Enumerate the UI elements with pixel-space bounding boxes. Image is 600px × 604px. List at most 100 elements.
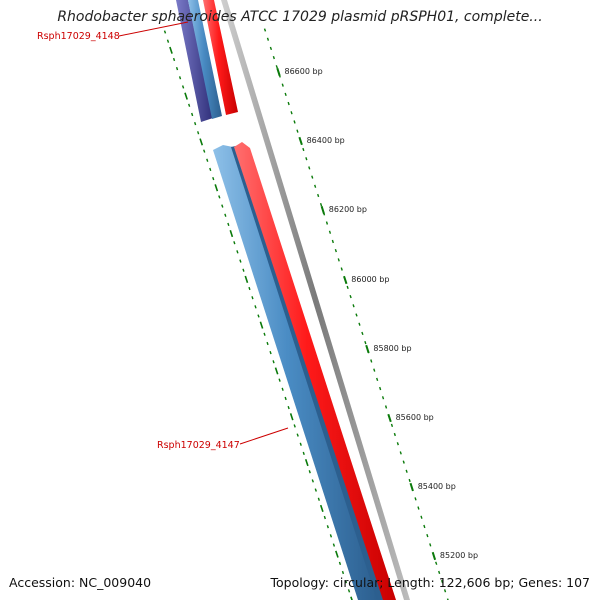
ruler-tick-outer — [390, 423, 394, 428]
ruler-tick-inner — [191, 112, 194, 117]
ruler-tick-outer — [305, 157, 308, 161]
ruler-tick-inner — [229, 229, 234, 238]
ruler-tick-outer — [443, 589, 447, 593]
ruler-tick-outer — [296, 129, 299, 133]
ruler-tick-inner — [178, 76, 182, 80]
ruler-tick-outer — [408, 478, 411, 483]
ruler-tick-inner — [197, 131, 200, 135]
ruler-tick-inner — [335, 550, 339, 558]
ruler-tick-outer — [393, 432, 396, 437]
map-title: Rhodobacter sphaeroides ATCC 17029 plasm… — [57, 9, 543, 25]
ruler-tick-outer — [373, 368, 376, 372]
ruler-tick-outer — [370, 359, 373, 363]
ruler-tick-outer — [328, 230, 332, 234]
ruler-tick-inner — [209, 167, 212, 172]
ruler-tick-inner — [248, 286, 251, 291]
ruler-tick-inner — [206, 158, 209, 162]
ruler-tick-inner — [194, 121, 197, 126]
ruler-tick-outer — [269, 46, 273, 51]
ruler-tick-outer — [337, 258, 340, 262]
ruler-tick-inner — [239, 259, 242, 263]
ruler-tick-outer — [414, 497, 417, 501]
label-leader-4148 — [118, 21, 189, 37]
ruler-tick-inner — [233, 241, 236, 245]
ruler-tick-inner — [181, 85, 185, 89]
ruler-tick-inner — [341, 570, 345, 575]
ruler-tick-inner — [224, 213, 227, 217]
ruler-major-tick — [320, 205, 325, 215]
ruler-tick-inner — [338, 561, 342, 566]
ruler-tick-inner — [302, 451, 305, 456]
ruler-tick-inner — [254, 305, 257, 309]
ruler-tick-inner — [172, 57, 176, 62]
ruler-tick-inner — [218, 195, 221, 199]
ruler-tick-inner — [263, 332, 266, 336]
ruler-tick-outer — [302, 147, 305, 152]
gene-rsph17029-4147[interactable] — [213, 145, 378, 600]
ruler-tick-outer — [319, 202, 323, 207]
ruler-tick-inner — [214, 184, 219, 192]
ruler-major-tick — [387, 413, 392, 423]
ruler-tick-outer — [381, 396, 385, 400]
gene-label-4148[interactable]: Rsph17029_4148 — [37, 31, 120, 42]
ruler-tick-outer — [361, 331, 364, 336]
ruler-tick-outer — [438, 570, 441, 575]
ruler-tick-inner — [251, 296, 254, 300]
ruler-tick-outer — [426, 533, 429, 538]
ruler-tick-outer — [290, 111, 293, 115]
ruler-tick-outer — [334, 248, 337, 253]
ruler-tick-outer — [417, 506, 420, 510]
ruler-tick-outer — [308, 166, 311, 170]
ruler-tick-outer — [420, 515, 423, 519]
ruler-tick-inner — [329, 534, 333, 538]
ruler-tick-inner — [266, 341, 269, 346]
ruler-tick-inner — [319, 504, 324, 512]
ruler-tick-outer — [266, 37, 270, 41]
ruler-tick-label: 85200 bp — [440, 551, 478, 560]
ruler-tick-outer — [346, 285, 349, 290]
ruler-major-tick — [365, 344, 370, 354]
gene-label-4147[interactable]: Rsph17029_4147 — [157, 440, 240, 451]
ruler-tick-inner — [203, 149, 206, 153]
ruler-tick-outer — [423, 524, 426, 529]
gene-upper-forward — [203, 0, 238, 115]
ruler-tick-outer — [314, 184, 317, 188]
ruler-tick-label: 86200 bp — [329, 205, 367, 214]
ruler-tick-outer — [340, 267, 343, 271]
ruler-tick-label: 86400 bp — [307, 136, 345, 145]
ruler-tick-inner — [227, 222, 230, 227]
ruler-tick-inner — [289, 413, 294, 421]
ruler-tick-inner — [188, 103, 191, 107]
ruler-tick-inner — [278, 378, 281, 382]
ruler-tick-outer — [293, 120, 296, 124]
ruler-tick-inner — [293, 424, 296, 428]
ruler-tick-inner — [284, 396, 287, 401]
ruler-tick-outer — [429, 543, 432, 547]
ruler-tick-inner — [299, 442, 302, 446]
ruler-tick-label: 86600 bp — [285, 67, 323, 76]
ruler-tick-inner — [344, 580, 348, 584]
ruler-tick-outer — [402, 460, 405, 464]
ruler-tick-inner — [326, 525, 329, 529]
ruler-tick-outer — [435, 561, 438, 565]
ruler-tick-inner — [314, 488, 317, 492]
ruler-tick-outer — [355, 313, 358, 317]
ruler-tick-inner — [296, 433, 299, 437]
gene-forward-lower — [234, 142, 396, 600]
ruler-tick-inner — [347, 589, 351, 593]
ruler-tick-outer — [396, 442, 399, 446]
ruler-tick-outer — [325, 221, 329, 225]
ruler-tick-outer — [399, 451, 402, 455]
ruler-tick-inner — [287, 405, 290, 410]
gene-upper-reverse-dark — [176, 0, 213, 122]
ruler-tick-label: 86000 bp — [351, 275, 389, 284]
ruler-tick-label: 85400 bp — [418, 482, 456, 491]
ruler-tick-outer — [275, 65, 278, 69]
ruler-major-tick — [431, 551, 437, 561]
ruler-tick-outer — [384, 405, 388, 409]
ruler-tick-outer — [263, 28, 267, 32]
ruler-tick-outer — [405, 469, 408, 473]
ruler-tick-inner — [308, 470, 311, 474]
genome-summary-text: Topology: circular; Length: 122,606 bp; … — [270, 575, 591, 590]
